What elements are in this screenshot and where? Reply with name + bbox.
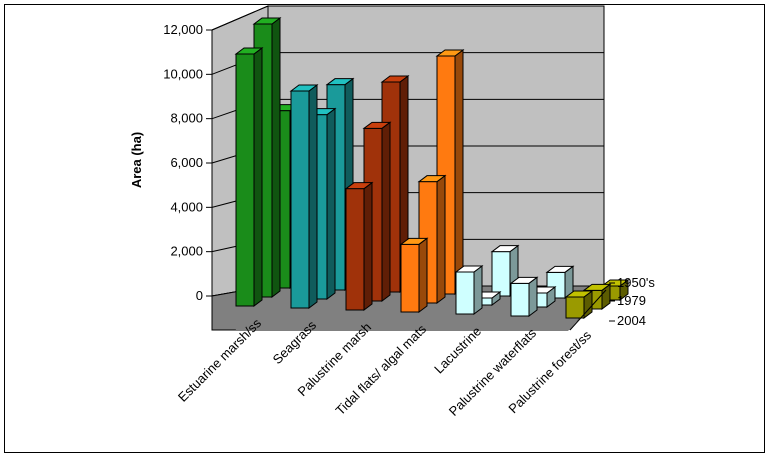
bar-front — [290, 90, 310, 309]
bar-top — [344, 182, 374, 190]
bar-side — [326, 107, 336, 300]
series-label: 1979 — [617, 293, 646, 308]
bar-side — [271, 17, 281, 298]
bar-top — [435, 49, 465, 57]
bar-top — [289, 84, 319, 92]
y-tick-label: 6,000 — [170, 155, 203, 170]
bar-side — [363, 181, 373, 311]
y-axis-ticks: 0 2,000 4,000 6,000 8,000 10,000 12,000 — [163, 22, 213, 303]
y-tick-label: 8,000 — [170, 111, 203, 126]
series-label: 2004 — [617, 313, 646, 328]
bar-top — [234, 47, 264, 55]
bar-side — [381, 121, 391, 302]
bar-side — [418, 237, 428, 313]
y-tick-label: 12,000 — [163, 22, 203, 37]
bar-side — [473, 265, 483, 315]
bar-top — [325, 78, 355, 86]
bar-front — [400, 243, 420, 313]
bar-side — [454, 49, 464, 295]
gridline-side — [211, 5, 269, 31]
bar-front — [491, 251, 511, 297]
y-tick-label: 0 — [196, 288, 203, 303]
bar-top — [362, 121, 392, 129]
bar-side — [436, 174, 446, 304]
y-tick-label: 2,000 — [170, 244, 203, 259]
bar-top — [490, 245, 520, 253]
bar — [399, 237, 429, 313]
y-axis-label: Area (ha) — [129, 132, 144, 188]
y-tick-label: 4,000 — [170, 199, 203, 214]
y-tick-label: 10,000 — [163, 66, 203, 81]
bar-front — [510, 282, 530, 317]
bar-front — [345, 188, 365, 311]
series-label: 1950's — [617, 275, 655, 290]
depth-axis-line — [569, 289, 607, 331]
bar-front — [565, 296, 585, 319]
bar-top — [454, 265, 484, 273]
bar-top — [582, 283, 612, 291]
bar-front — [455, 271, 475, 315]
bar-top — [399, 237, 429, 245]
bar — [289, 84, 319, 309]
bar — [234, 47, 264, 307]
series-labels: 2004 1979 1950's — [569, 275, 655, 331]
bar-top — [564, 290, 594, 298]
category-label: Lacustrine — [431, 324, 484, 377]
bar-top — [417, 175, 447, 183]
bar-top — [252, 17, 282, 25]
bar-top — [545, 265, 575, 273]
bar — [344, 181, 374, 311]
bar-front — [235, 53, 255, 307]
bar-side — [308, 84, 318, 309]
bar-side — [528, 276, 538, 317]
bar — [454, 265, 484, 315]
bar-top — [509, 276, 539, 284]
bar — [509, 276, 539, 317]
bar-side — [253, 47, 263, 307]
bar-top — [380, 75, 410, 83]
bar — [564, 290, 594, 319]
bars — [234, 17, 630, 319]
